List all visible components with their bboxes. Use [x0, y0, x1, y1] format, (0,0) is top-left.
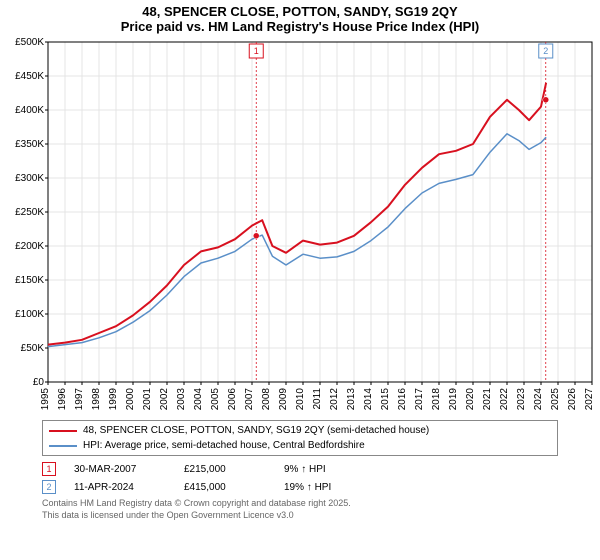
svg-text:£400K: £400K: [15, 105, 44, 116]
svg-text:2023: 2023: [516, 388, 527, 411]
svg-text:2019: 2019: [448, 388, 459, 411]
marker-date: 30-MAR-2007: [74, 464, 184, 475]
svg-text:2025: 2025: [550, 388, 561, 411]
svg-text:£50K: £50K: [21, 343, 45, 354]
svg-text:2003: 2003: [176, 388, 187, 411]
svg-text:£450K: £450K: [15, 71, 44, 82]
svg-text:2018: 2018: [431, 388, 442, 411]
marker-delta: 19% ↑ HPI: [284, 482, 384, 493]
svg-text:1995: 1995: [40, 388, 51, 411]
svg-text:2006: 2006: [227, 388, 238, 411]
svg-text:2000: 2000: [125, 388, 136, 411]
legend-swatch: [49, 430, 77, 432]
svg-text:1997: 1997: [74, 388, 85, 411]
svg-text:2012: 2012: [329, 388, 340, 411]
page-title-line1: 48, SPENCER CLOSE, POTTON, SANDY, SG19 2…: [0, 4, 600, 19]
marker-delta: 9% ↑ HPI: [284, 464, 384, 475]
svg-text:2004: 2004: [193, 388, 204, 411]
svg-text:£300K: £300K: [15, 173, 44, 184]
svg-text:2007: 2007: [244, 388, 255, 411]
marker-price: £415,000: [184, 482, 284, 493]
svg-text:2015: 2015: [380, 388, 391, 411]
svg-text:2014: 2014: [363, 388, 374, 411]
page-title-line2: Price paid vs. HM Land Registry's House …: [0, 19, 600, 34]
svg-text:2016: 2016: [397, 388, 408, 411]
svg-text:£250K: £250K: [15, 207, 44, 218]
svg-text:2024: 2024: [533, 388, 544, 411]
svg-text:2013: 2013: [346, 388, 357, 411]
svg-text:£150K: £150K: [15, 275, 44, 286]
svg-text:1996: 1996: [57, 388, 68, 411]
svg-text:2027: 2027: [584, 388, 595, 411]
svg-text:2008: 2008: [261, 388, 272, 411]
svg-text:2001: 2001: [142, 388, 153, 411]
footer-attribution: Contains HM Land Registry data © Crown c…: [42, 498, 558, 521]
svg-text:2009: 2009: [278, 388, 289, 411]
marker-badge: 1: [42, 462, 56, 476]
svg-text:2010: 2010: [295, 388, 306, 411]
legend-swatch: [49, 445, 77, 447]
price-chart: £0 £50K £100K £150K £200K £250K £300K £350K £400…: [6, 34, 596, 414]
svg-text:2011: 2011: [312, 388, 323, 410]
marker-badge: 2: [42, 480, 56, 494]
svg-text:1999: 1999: [108, 388, 119, 411]
svg-text:2021: 2021: [482, 388, 493, 411]
legend-item: HPI: Average price, semi-detached house,…: [49, 438, 551, 453]
sale-marker-row: 2 11-APR-2024 £415,000 19% ↑ HPI: [42, 480, 558, 494]
svg-text:2022: 2022: [499, 388, 510, 411]
svg-text:1: 1: [254, 46, 259, 56]
legend: 48, SPENCER CLOSE, POTTON, SANDY, SG19 2…: [42, 420, 558, 456]
marker-price: £215,000: [184, 464, 284, 475]
svg-text:1998: 1998: [91, 388, 102, 411]
legend-item: 48, SPENCER CLOSE, POTTON, SANDY, SG19 2…: [49, 423, 551, 438]
legend-label: HPI: Average price, semi-detached house,…: [83, 438, 365, 453]
svg-text:2026: 2026: [567, 388, 578, 411]
svg-text:2: 2: [543, 46, 548, 56]
svg-text:2020: 2020: [465, 388, 476, 411]
legend-label: 48, SPENCER CLOSE, POTTON, SANDY, SG19 2…: [83, 423, 429, 438]
svg-text:2017: 2017: [414, 388, 425, 411]
svg-text:£350K: £350K: [15, 139, 44, 150]
sale-marker-row: 1 30-MAR-2007 £215,000 9% ↑ HPI: [42, 462, 558, 476]
svg-text:£100K: £100K: [15, 309, 44, 320]
svg-text:£500K: £500K: [15, 37, 44, 48]
svg-text:£0: £0: [33, 377, 45, 388]
svg-text:£200K: £200K: [15, 241, 44, 252]
svg-text:2005: 2005: [210, 388, 221, 411]
sale-markers-table: 1 30-MAR-2007 £215,000 9% ↑ HPI 2 11-APR…: [42, 462, 558, 494]
svg-text:2002: 2002: [159, 388, 170, 411]
marker-date: 11-APR-2024: [74, 482, 184, 493]
